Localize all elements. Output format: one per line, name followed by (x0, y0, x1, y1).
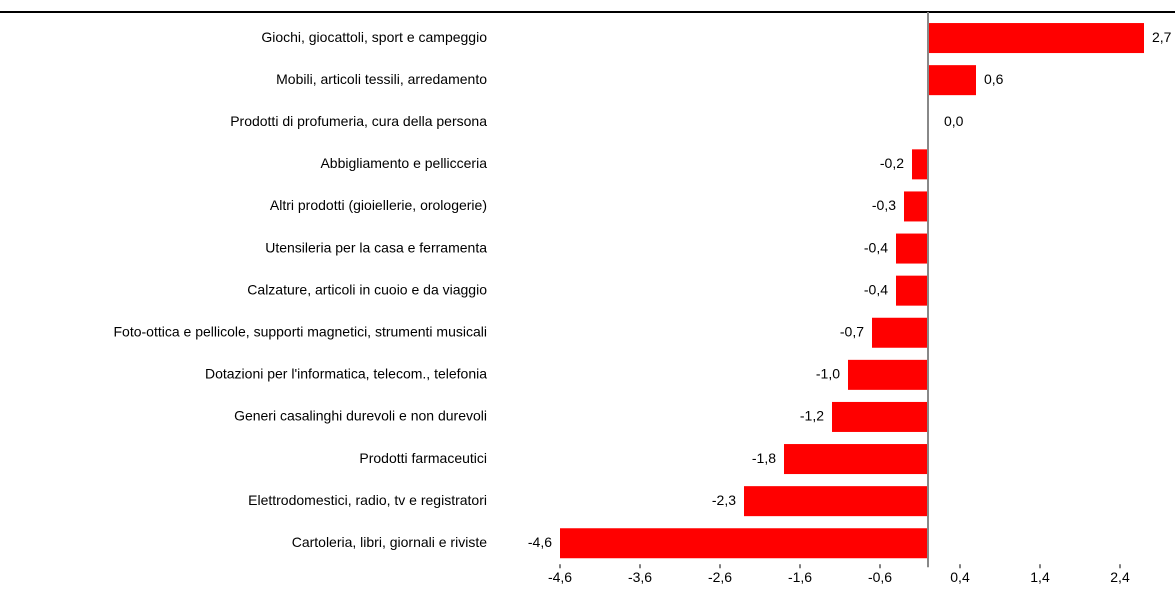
x-tick-label: -1,6 (788, 569, 812, 585)
bar (896, 233, 928, 264)
value-label: -2,3 (712, 492, 736, 508)
bar (832, 401, 928, 432)
category-label: Mobili, articoli tessili, arredamento (276, 71, 487, 87)
value-label: -1,2 (800, 408, 824, 424)
bar (912, 149, 928, 180)
bar (744, 486, 928, 517)
category-label: Altri prodotti (gioiellerie, orologerie) (270, 197, 487, 213)
x-tick-label: 1,4 (1030, 569, 1050, 585)
category-label: Prodotti di profumeria, cura della perso… (230, 113, 487, 129)
category-label: Prodotti farmaceutici (359, 450, 487, 466)
x-tick-label: -3,6 (628, 569, 652, 585)
value-label: -0,7 (840, 323, 864, 339)
value-label: 0,0 (944, 113, 964, 129)
bar (928, 23, 1144, 54)
value-label: -0,3 (872, 197, 896, 213)
x-tick-label: -4,6 (548, 569, 572, 585)
category-label: Foto-ottica e pellicole, supporti magnet… (114, 323, 488, 339)
value-label: 2,7 (1152, 29, 1172, 45)
bar (896, 275, 928, 306)
x-tick-label: 0,4 (950, 569, 970, 585)
category-label: Cartoleria, libri, giornali e riviste (292, 534, 488, 550)
category-label: Generi casalinghi durevoli e non durevol… (234, 408, 487, 424)
value-label: -4,6 (528, 534, 552, 550)
bar (784, 444, 928, 475)
category-label: Abbigliamento e pellicceria (320, 155, 487, 171)
category-label: Giochi, giocattoli, sport e campeggio (261, 29, 487, 45)
value-label: -1,0 (816, 366, 840, 382)
bar (560, 528, 928, 559)
bar (928, 65, 976, 96)
x-tick-label: -2,6 (708, 569, 732, 585)
value-label: -0,4 (864, 281, 888, 297)
category-label: Utensileria per la casa e ferramenta (265, 239, 487, 255)
category-label: Dotazioni per l'informatica, telecom., t… (205, 366, 487, 382)
value-label: -1,8 (752, 450, 776, 466)
value-label: -0,4 (864, 239, 888, 255)
category-label: Calzature, articoli in cuoio e da viaggi… (247, 281, 487, 297)
bar (904, 191, 928, 222)
x-tick-label: -0,6 (868, 569, 892, 585)
value-label: -0,2 (880, 155, 904, 171)
category-label: Elettrodomestici, radio, tv e registrato… (248, 492, 487, 508)
bar (872, 317, 928, 348)
x-tick-label: 2,4 (1110, 569, 1130, 585)
value-label: 0,6 (984, 71, 1004, 87)
bar (848, 359, 928, 390)
